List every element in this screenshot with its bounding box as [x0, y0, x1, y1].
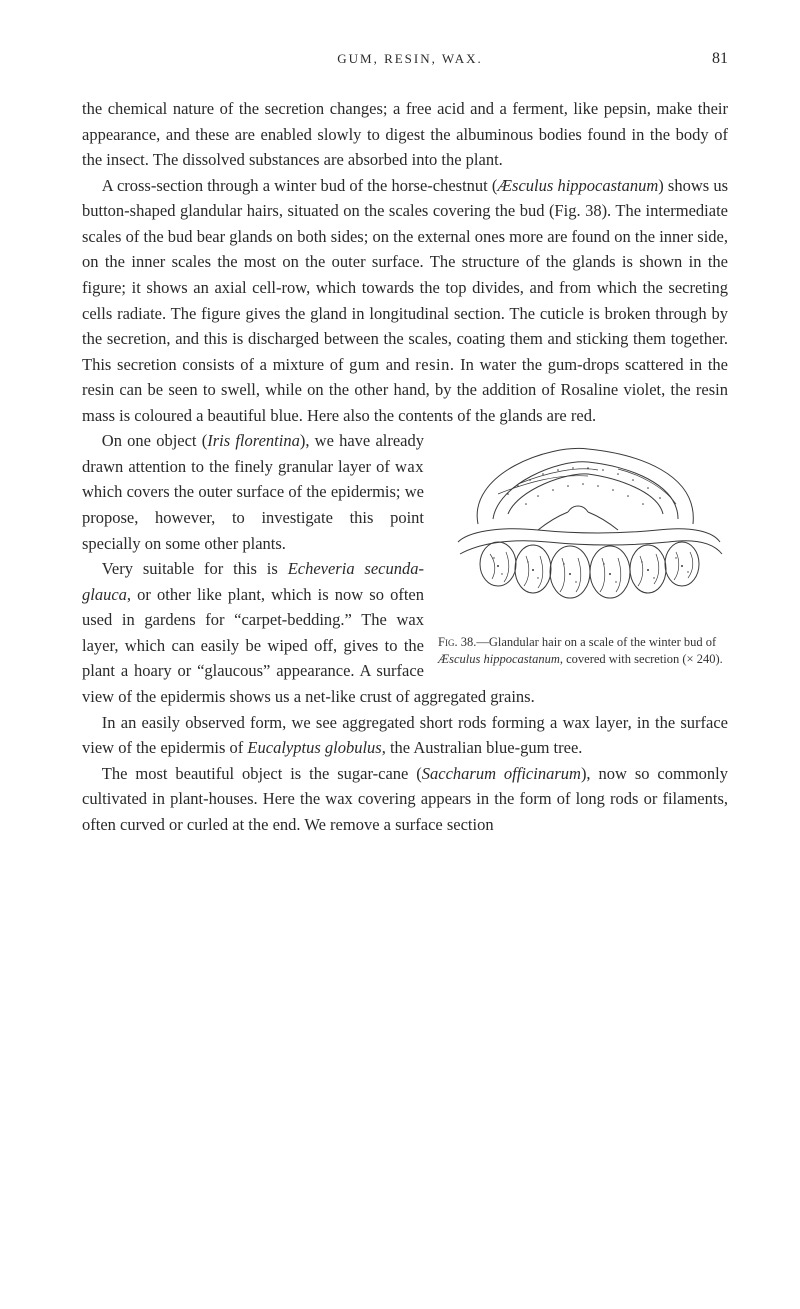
- p2-text-c: and: [380, 355, 415, 374]
- p3-wax: wax: [395, 457, 424, 476]
- figure-illustration: [438, 434, 728, 624]
- p6-text-a: The most beautiful object is the sugar-c…: [102, 764, 422, 783]
- p5-italic-1: Eucalyptus globulus: [247, 738, 381, 757]
- running-head: GUM, RESIN, WAX.: [132, 51, 688, 67]
- figure-caption: Fig. 38.—Glandular hair on a scale of th…: [438, 634, 728, 668]
- p2-italic-1: Æsculus hippocastanum: [497, 176, 658, 195]
- p5-text-b: , the Australian blue-gum tree.: [382, 738, 583, 757]
- p2-resin: resin.: [415, 355, 454, 374]
- p3-text-a: On one object (: [102, 431, 207, 450]
- p2-gum: gum: [349, 355, 380, 374]
- paragraph-1: the chemical nature of the secretion cha…: [82, 96, 728, 173]
- body-text: the chemical nature of the secretion cha…: [82, 96, 728, 837]
- p3-italic-1: Iris florentina: [207, 431, 300, 450]
- paragraph-5: In an easily observed form, we see aggre…: [82, 710, 728, 761]
- caption-text-a: —Glandular hair on a scale of the winter…: [476, 635, 716, 649]
- p4-text-a: Very suitable for this is: [102, 559, 288, 578]
- caption-italic: Æsculus hippocastanum: [438, 652, 560, 666]
- p3-text-c: which covers the outer surface of the ep…: [82, 482, 424, 552]
- p1-text: the chemical nature of the secretion cha…: [82, 99, 728, 169]
- paragraph-6: The most beautiful object is the sugar-c…: [82, 761, 728, 838]
- paragraph-2: A cross-section through a winter bud of …: [82, 173, 728, 429]
- p2-text-b: ) shows us button-shaped glandular hairs…: [82, 176, 728, 374]
- p6-italic-1: Saccharum officinarum: [422, 764, 581, 783]
- figure-38: Fig. 38.—Glandular hair on a scale of th…: [438, 434, 728, 667]
- page-header: GUM, RESIN, WAX. 81: [82, 50, 728, 68]
- caption-label: Fig. 38.: [438, 635, 476, 649]
- page-number: 81: [688, 50, 728, 68]
- caption-text-b: , covered with secretion (× 240).: [560, 652, 723, 666]
- p2-text-a: A cross-section through a winter bud of …: [102, 176, 498, 195]
